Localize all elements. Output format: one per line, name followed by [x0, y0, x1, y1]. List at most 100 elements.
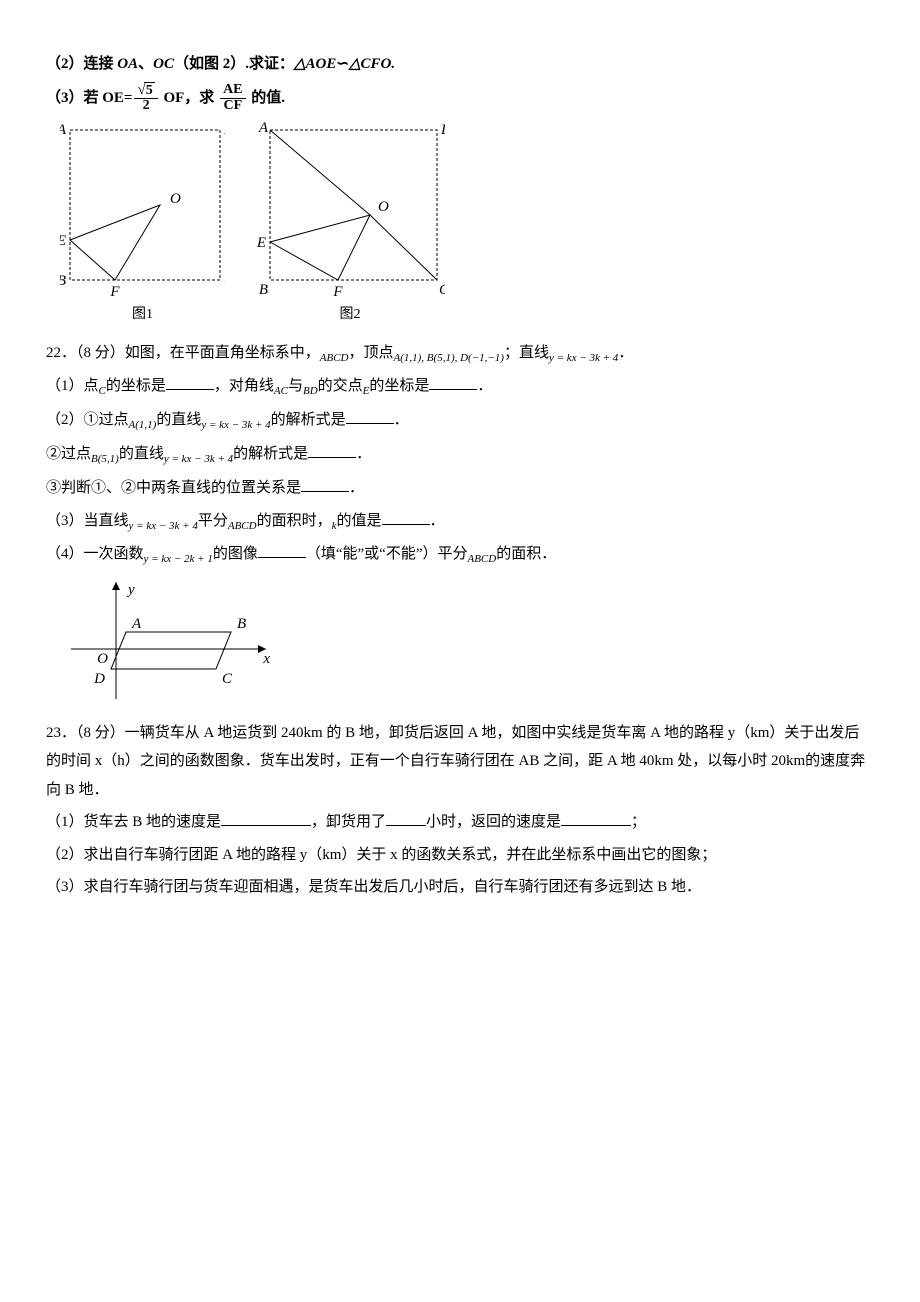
blank [386, 810, 426, 826]
svg-text:A: A [60, 122, 67, 138]
p1-oc: OC [153, 56, 174, 72]
q22-svg: y x O A B C D [66, 574, 276, 704]
p1-tri2: △CFO. [349, 56, 395, 72]
q22-s2b-end: ． [356, 446, 371, 462]
q23-s1-mid2: 小时，返回的速度是 [426, 814, 561, 830]
q22-end: ． [618, 345, 633, 361]
q22-s2b-b: B(5,1) [91, 453, 119, 465]
svg-text:F: F [332, 284, 343, 300]
q22-s1-ac: AC [274, 385, 288, 397]
blank [382, 509, 430, 525]
q22-s3-mid2: 的面积时， [257, 513, 332, 529]
fig1-col: ADBCEFO 图1 [60, 120, 225, 329]
p1-oa: OA [117, 56, 138, 72]
q22-s4-pre: （4）一次函数 [46, 546, 144, 562]
q22-s1-bd: BD [303, 385, 318, 397]
q23-s2: （2）求出自行车骑行团距 A 地的路程 y（km）关于 x 的函数关系式，并在此… [46, 841, 874, 870]
p2-frac2-num: AE [220, 83, 245, 99]
q22-s2b-pre: ②过点 [46, 446, 91, 462]
svg-text:B: B [259, 282, 268, 298]
blank [221, 810, 311, 826]
q22-s3: （3）当直线y = kx − 3k + 4平分ABCD的面积时，k的值是． [46, 507, 874, 537]
q22-s2-end: ． [394, 412, 409, 428]
q22-s4-mid2: （填“能”或“不能”）平分 [306, 546, 468, 562]
svg-text:A: A [258, 120, 269, 136]
svg-text:B: B [60, 273, 66, 289]
svg-text:F: F [109, 284, 120, 300]
p1-line: （2）连接 OA、OC（如图 2）.求证：△AOE∽△CFO. [46, 50, 874, 79]
blank [308, 442, 356, 458]
fig2-cap: 图2 [340, 302, 361, 329]
q22-s2-pre: （2）①过点 [46, 412, 129, 428]
p2-prefix: （3）若 OE= [46, 90, 132, 106]
p2-frac1: √52 [134, 83, 157, 114]
q23-s1-end: ； [631, 814, 646, 830]
q22-s1-c: C [99, 385, 106, 397]
svg-text:y: y [126, 582, 135, 598]
p1-mid: （如图 2）.求证： [174, 56, 294, 72]
p1-sep1: 、 [138, 56, 153, 72]
q22-s2b: ②过点B(5,1)的直线y = kx − 3k + 4的解析式是． [46, 440, 874, 470]
q22-s1-mid1: 的坐标是 [106, 378, 166, 394]
p2-suffix: 的值. [248, 90, 286, 106]
svg-text:B: B [237, 616, 246, 632]
q22-s3-mid1: 平分 [198, 513, 228, 529]
q23-s3: （3）求自行车骑行团与货车迎面相遇，是货车出发后几小时后，自行车骑行团还有多远到… [46, 873, 874, 902]
q22-mid2: ；直线 [504, 345, 549, 361]
q22-s2b-eq: y = kx − 3k + 4 [164, 453, 233, 465]
q22-s2-mid2: 的解析式是 [271, 412, 346, 428]
q22-s4: （4）一次函数y = kx − 2k + 1的图像 （填“能”或“不能”）平分AB… [46, 540, 874, 570]
p1-tri1: △AOE [294, 56, 336, 72]
q22-mid1: ，顶点 [349, 345, 394, 361]
fig1-svg: ADBCEFO [60, 120, 225, 300]
q22-s3-pre: （3）当直线 [46, 513, 129, 529]
p2-mid1: OF，求 [160, 90, 218, 106]
svg-text:O: O [97, 651, 108, 667]
q22-header-pre: 22．（8 分）如图，在平面直角坐标系中， [46, 345, 320, 361]
q22-s2-a: A(1,1) [129, 419, 157, 431]
figures-row: A D B C E F O 图1 A D B C E F O 图2 [60, 120, 874, 329]
svg-text:D: D [93, 671, 105, 687]
fig2-col: A D B C E F O 图2 [255, 120, 445, 329]
svg-text:O: O [170, 191, 181, 207]
q22-s1-end: ． [477, 378, 492, 394]
q22-s4-mid1: 的图像 [213, 546, 258, 562]
svg-text:x: x [262, 651, 270, 667]
q23-s1-mid1: ，卸货用了 [311, 814, 386, 830]
blank [346, 408, 394, 424]
blank [166, 374, 214, 390]
svg-text:O: O [378, 199, 389, 215]
svg-text:D: D [440, 122, 445, 138]
fig2-svg: A D B C E F O [255, 120, 445, 300]
q22-s3-end: ． [430, 513, 445, 529]
svg-text:C: C [224, 273, 225, 289]
q22-s1-mid2: ，对角线 [214, 378, 274, 394]
q22-s2a: （2）①过点A(1,1)的直线y = kx − 3k + 4的解析式是． [46, 406, 874, 436]
q22-s2c-end: ． [349, 480, 364, 496]
q22-s4-end: 的面积． [496, 546, 556, 562]
q22-s2b-mid2: 的解析式是 [233, 446, 308, 462]
q22-s1-mid3: 与 [288, 378, 303, 394]
q22-pts: A(1,1), B(5,1), D(−1,−1) [394, 352, 504, 364]
svg-text:E: E [256, 235, 266, 251]
blank [258, 542, 306, 558]
p2-line: （3）若 OE=√52 OF，求 AECF 的值. [46, 83, 874, 114]
p2-sqrt-num: 5 [144, 82, 155, 98]
svg-text:A: A [131, 616, 142, 632]
q23-header: 23．（8 分）一辆货车从 A 地运货到 240km 的 B 地，卸货后返回 A… [46, 719, 874, 805]
q22-s2c: ③判断①、②中两条直线的位置关系是． [46, 474, 874, 503]
p1-prefix: （2）连接 [46, 56, 117, 72]
q23-s1: （1）货车去 B 地的速度是，卸货用了小时，返回的速度是； [46, 808, 874, 837]
q22-abcd: ABCD [320, 352, 349, 364]
q22-s4-eq: y = kx − 2k + 1 [144, 553, 213, 565]
svg-text:C: C [222, 671, 233, 687]
fig1-cap: 图1 [132, 302, 153, 329]
svg-text:C: C [439, 282, 445, 298]
q22-s2-mid1: 的直线 [156, 412, 201, 428]
svg-text:E: E [60, 233, 66, 249]
p2-frac-den: 2 [134, 99, 157, 114]
q22-s3-abcd: ABCD [228, 520, 257, 532]
blank [429, 374, 477, 390]
q22-s1: （1）点C的坐标是，对角线AC与BD的交点E的坐标是． [46, 372, 874, 402]
q22-s4-abcd: ABCD [467, 553, 496, 565]
